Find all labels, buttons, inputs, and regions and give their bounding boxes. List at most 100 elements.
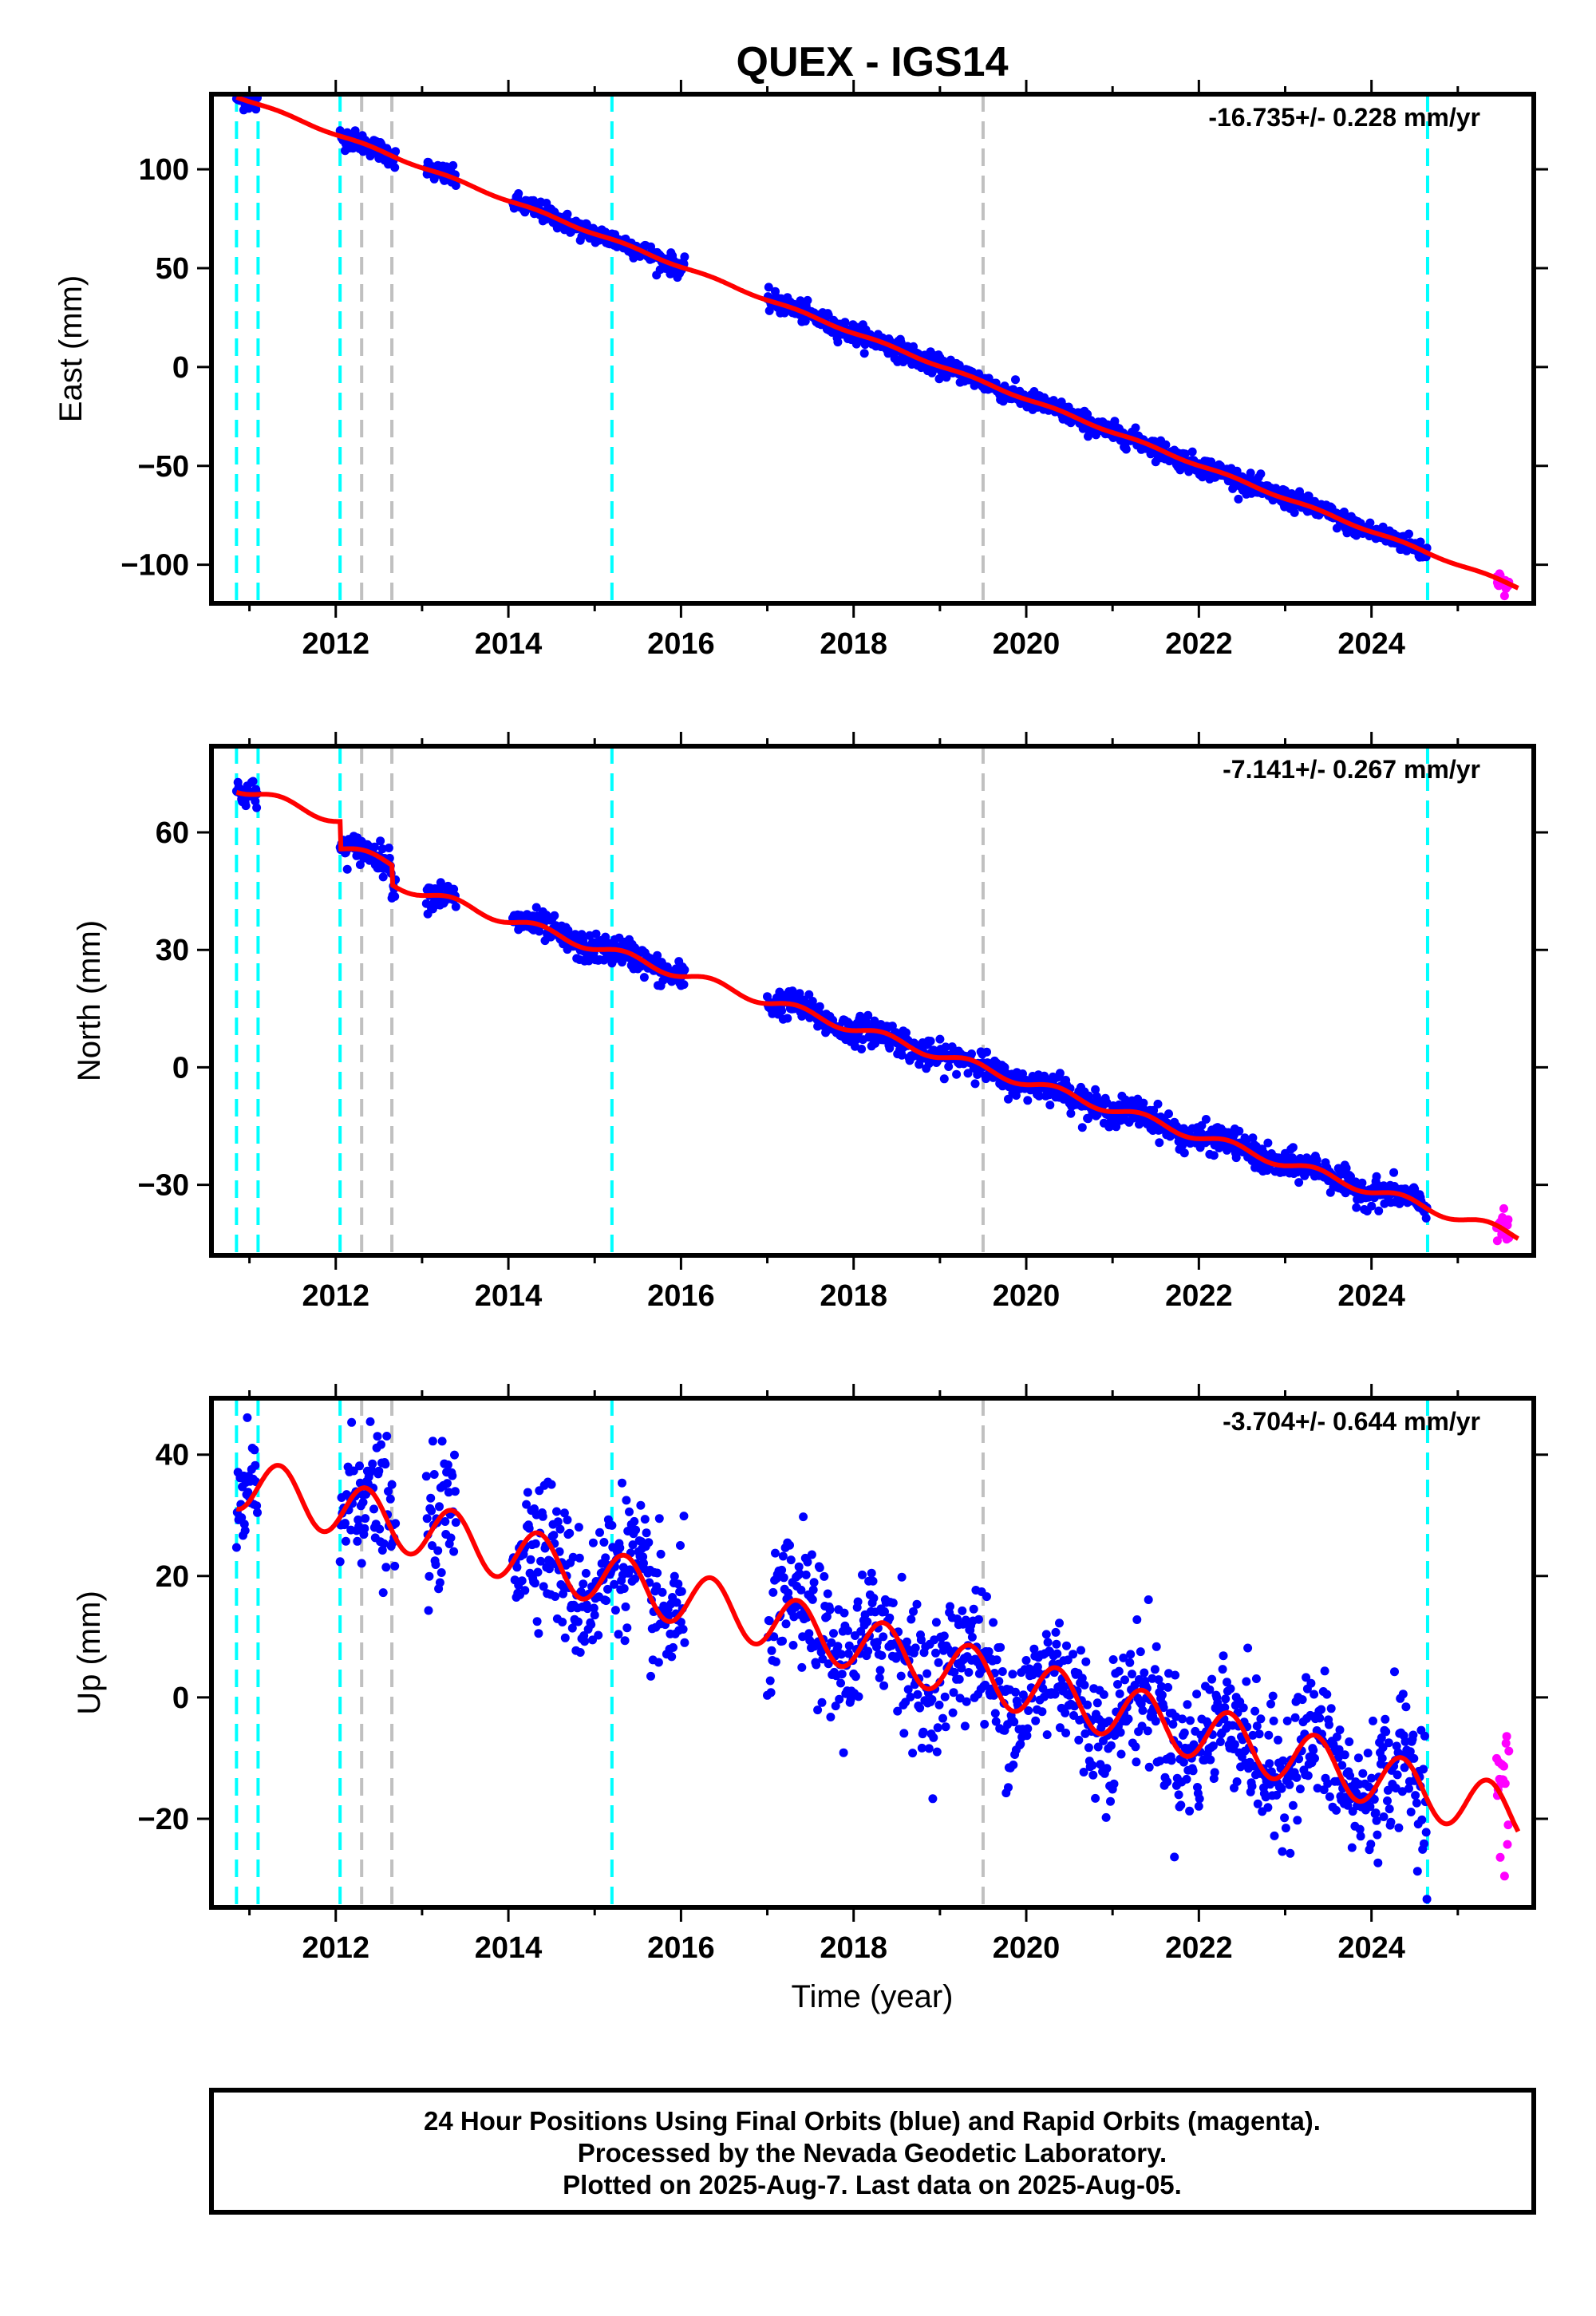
final-orbit-point — [1416, 537, 1425, 547]
final-orbit-point — [1282, 1716, 1292, 1725]
final-orbit-point — [1221, 1694, 1231, 1704]
final-orbit-point — [1235, 1126, 1244, 1136]
final-orbit-point — [1372, 1172, 1381, 1181]
final-orbit-point — [563, 1516, 572, 1524]
final-orbit-point — [939, 1074, 949, 1084]
final-orbit-point — [679, 1512, 689, 1521]
final-orbit-point — [1306, 1678, 1316, 1688]
final-orbit-point — [563, 209, 572, 219]
y-tick-label: 40 — [156, 1439, 189, 1472]
final-orbit-point — [1139, 1098, 1148, 1108]
final-orbit-point — [369, 842, 379, 852]
final-orbit-point — [799, 1512, 808, 1522]
final-orbit-point — [801, 1570, 811, 1579]
final-orbit-point — [664, 1611, 674, 1620]
final-orbit-point — [1285, 1780, 1294, 1789]
final-orbit-point — [902, 1637, 911, 1646]
final-orbit-point — [809, 1578, 819, 1587]
final-orbit-point — [680, 1638, 689, 1647]
final-orbit-point — [982, 1592, 991, 1602]
final-orbit-point — [426, 1493, 436, 1503]
final-orbit-point — [1208, 1741, 1218, 1751]
final-orbit-point — [859, 349, 869, 358]
final-orbit-point — [934, 1700, 944, 1709]
final-orbit-point — [335, 1557, 345, 1567]
final-orbit-point — [549, 1531, 559, 1540]
final-orbit-point — [1323, 1779, 1333, 1788]
final-orbit-point — [1155, 1138, 1164, 1148]
final-orbit-point — [390, 1561, 400, 1571]
final-orbit-point — [1390, 1667, 1399, 1677]
final-orbit-point — [917, 1743, 926, 1753]
final-orbit-point — [1179, 1728, 1189, 1737]
final-orbit-point — [1194, 1801, 1203, 1811]
final-orbit-point — [813, 1705, 823, 1715]
final-orbit-point — [630, 1516, 639, 1526]
final-orbit-point — [520, 1586, 530, 1595]
final-orbit-point — [1278, 1756, 1288, 1765]
final-orbit-point — [940, 1692, 950, 1701]
final-orbit-point — [1292, 1773, 1302, 1782]
final-orbit-point — [872, 1638, 882, 1647]
final-orbit-point — [826, 1713, 836, 1721]
final-orbit-point — [450, 1487, 460, 1496]
final-orbit-point — [797, 1662, 807, 1672]
final-orbit-point — [251, 1460, 260, 1470]
final-orbit-point — [677, 1587, 686, 1596]
final-orbit-point — [1053, 1649, 1062, 1658]
final-orbit-point — [952, 1069, 962, 1079]
final-orbit-point — [980, 1720, 990, 1729]
final-orbit-point — [839, 1608, 849, 1618]
final-orbit-point — [844, 1641, 854, 1650]
final-orbit-point — [1355, 1824, 1365, 1834]
final-orbit-point — [768, 1587, 778, 1597]
final-orbit-point — [422, 1514, 432, 1524]
final-orbit-point — [574, 1523, 583, 1532]
final-orbit-point — [451, 1518, 460, 1528]
final-orbit-point — [1114, 1666, 1124, 1676]
final-orbit-point — [1280, 1813, 1290, 1823]
final-orbit-point — [887, 1022, 897, 1031]
final-orbit-point — [1163, 1682, 1173, 1692]
final-orbit-point — [1197, 1120, 1207, 1130]
final-orbit-point — [1247, 1781, 1257, 1791]
final-orbit-point — [1174, 1790, 1183, 1800]
final-orbit-point — [365, 1417, 375, 1426]
final-orbit-point — [384, 844, 393, 852]
final-orbit-point — [1055, 1618, 1064, 1628]
final-orbit-point — [1254, 1729, 1264, 1739]
final-orbit-point — [1077, 1674, 1087, 1683]
final-orbit-point — [1104, 1717, 1114, 1726]
final-orbit-point — [1157, 1682, 1166, 1691]
final-orbit-point — [1102, 1764, 1112, 1773]
final-orbit-point — [778, 1551, 788, 1561]
final-orbit-point — [1136, 1647, 1145, 1657]
final-orbit-point — [992, 1655, 1001, 1665]
x-tick-label: 2024 — [1337, 627, 1405, 661]
final-orbit-point — [1022, 1731, 1032, 1741]
final-orbit-point — [1116, 1749, 1126, 1759]
final-orbit-point — [1088, 1761, 1097, 1770]
final-orbit-point — [619, 1584, 629, 1593]
final-orbit-point — [514, 189, 523, 198]
final-orbit-point — [863, 1010, 873, 1020]
final-orbit-point — [384, 1487, 393, 1496]
final-orbit-point — [1294, 1178, 1304, 1188]
final-orbit-point — [912, 1599, 922, 1609]
final-orbit-point — [1138, 1705, 1148, 1715]
x-tick-label: 2020 — [993, 1931, 1061, 1965]
final-orbit-point — [1034, 1091, 1044, 1101]
final-orbit-point — [243, 1413, 252, 1422]
final-orbit-point — [1304, 492, 1314, 501]
final-orbit-point — [796, 1585, 806, 1595]
final-orbit-point — [239, 1520, 249, 1529]
final-orbit-point — [437, 1437, 447, 1446]
final-orbit-point — [1409, 1753, 1419, 1763]
final-orbit-point — [815, 1002, 824, 1011]
x-tick-label: 2020 — [993, 627, 1061, 661]
final-orbit-point — [368, 1459, 377, 1468]
final-orbit-point — [778, 1636, 787, 1646]
final-orbit-point — [922, 1669, 932, 1678]
final-orbit-point — [863, 1646, 873, 1656]
y-tick-label: −30 — [138, 1169, 189, 1203]
